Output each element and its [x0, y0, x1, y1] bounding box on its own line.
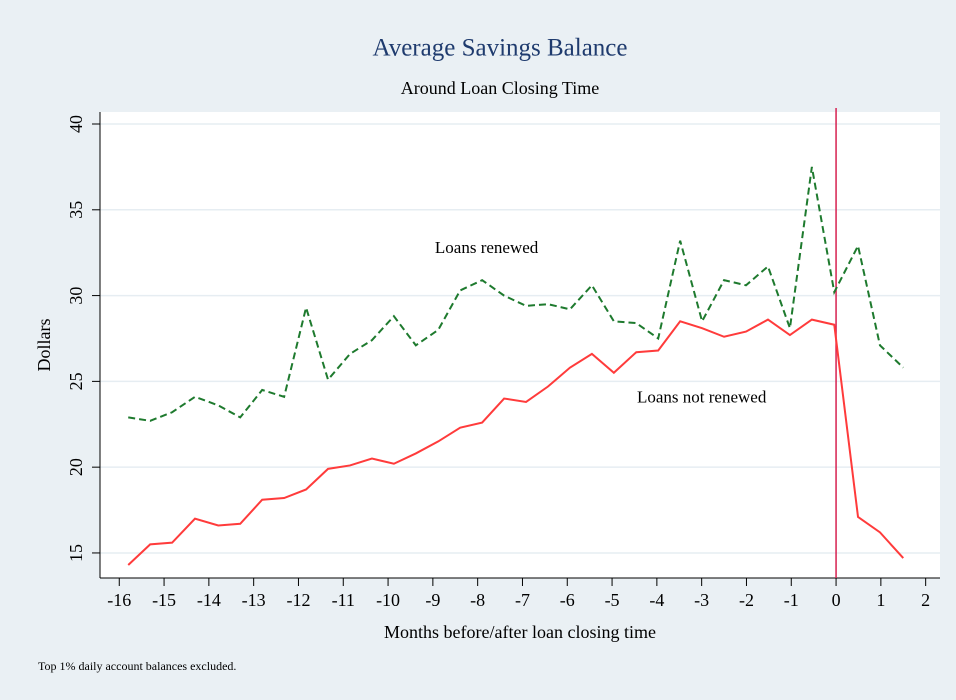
- x-tick-label: -7: [515, 590, 530, 610]
- x-tick-label: -8: [470, 590, 485, 610]
- x-tick-label: -1: [784, 590, 799, 610]
- x-axis-title: Months before/after loan closing time: [384, 622, 656, 642]
- y-tick-label: 30: [66, 287, 86, 305]
- x-tick-label: -13: [242, 590, 266, 610]
- y-tick-label: 20: [66, 458, 86, 476]
- plot-area: [100, 112, 940, 578]
- note: Top 1% daily account balances excluded.: [38, 659, 236, 673]
- y-tick-label: 15: [66, 544, 86, 562]
- x-tick-label: -5: [605, 590, 620, 610]
- x-tick-label: -3: [694, 590, 709, 610]
- x-tick-label: -9: [425, 590, 440, 610]
- chart-title: Average Savings Balance: [373, 35, 628, 62]
- series-line: [127, 318, 905, 566]
- chart-subtitle: Around Loan Closing Time: [401, 78, 600, 98]
- x-tick-label: 1: [876, 590, 885, 610]
- x-tick-label: -2: [739, 590, 754, 610]
- x-tick-label: -11: [332, 590, 355, 610]
- y-tick-label: 40: [66, 115, 86, 133]
- x-tick-label: -10: [376, 590, 400, 610]
- x-tick-label: -16: [107, 590, 131, 610]
- annotation: Loans not renewed: [637, 387, 767, 406]
- x-tick-label: -12: [286, 590, 310, 610]
- x-tick-label: -14: [197, 590, 221, 610]
- y-axis-title: Dollars: [34, 319, 54, 372]
- x-tick-label: -4: [649, 590, 664, 610]
- x-tick-label: 0: [832, 590, 841, 610]
- y-tick-label: 25: [66, 372, 86, 390]
- annotation: Loans renewed: [435, 238, 539, 257]
- x-tick-label: 2: [921, 590, 930, 610]
- x-tick-label: -6: [560, 590, 575, 610]
- x-tick-label: -15: [152, 590, 176, 610]
- y-tick-label: 35: [66, 201, 86, 219]
